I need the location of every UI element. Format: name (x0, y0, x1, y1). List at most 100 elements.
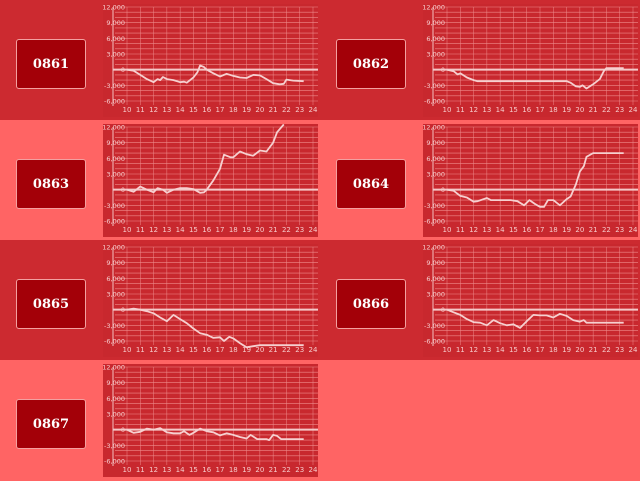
x-tick-label: 13 (482, 346, 491, 354)
x-tick-label: 17 (536, 106, 545, 114)
plot-background (423, 244, 638, 357)
x-tick-label: 10 (443, 226, 452, 234)
x-tick-label: 22 (602, 346, 611, 354)
machine-id-button[interactable]: 0866 (336, 279, 406, 329)
y-tick-label: 0 (121, 66, 125, 74)
machine-id-button[interactable]: 0861 (16, 39, 86, 89)
x-tick-label: 21 (269, 226, 278, 234)
y-tick-label: -6,000 (424, 218, 445, 226)
x-tick-label: 14 (176, 346, 185, 354)
y-tick-label: 9,000 (426, 139, 445, 147)
machine-id-button[interactable]: 0867 (16, 399, 86, 449)
y-tick-label: 9,000 (426, 19, 445, 27)
x-tick-label: 19 (242, 346, 251, 354)
x-tick-label: 19 (242, 106, 251, 114)
x-tick-label: 24 (629, 226, 638, 234)
machine-card: 0867 12,000 9,000 6,000 3,000 0 -3,000 -6,000 10… (0, 360, 320, 481)
x-tick-label: 22 (282, 106, 291, 114)
x-tick-label: 16 (202, 226, 211, 234)
series-line (446, 308, 624, 329)
x-tick-label: 13 (482, 226, 491, 234)
y-tick-label: 12,000 (423, 124, 445, 132)
y-tick-label: 3,000 (106, 411, 125, 419)
x-tick-label: 18 (549, 226, 558, 234)
y-tick-label: -6,000 (104, 218, 125, 226)
y-tick-label: 3,000 (106, 171, 125, 179)
y-tick-label: 9,000 (106, 19, 125, 27)
x-tick-label: 12 (149, 466, 158, 474)
y-tick-label: 9,000 (106, 379, 125, 387)
x-tick-label: 17 (216, 346, 225, 354)
x-tick-label: 19 (562, 346, 571, 354)
x-tick-label: 14 (496, 106, 505, 114)
plot-background (103, 364, 318, 477)
x-tick-label: 18 (229, 226, 238, 234)
y-tick-label: 9,000 (426, 259, 445, 267)
y-tick-label: 6,000 (106, 155, 125, 163)
y-tick-label: -3,000 (424, 322, 445, 330)
x-tick-label: 16 (202, 106, 211, 114)
machine-id-button[interactable]: 0864 (336, 159, 406, 209)
y-tick-label: -3,000 (104, 322, 125, 330)
x-tick-label: 10 (123, 466, 132, 474)
y-tick-label: -3,000 (424, 82, 445, 90)
y-tick-label: 6,000 (426, 275, 445, 283)
x-tick-label: 15 (189, 226, 198, 234)
x-tick-label: 13 (162, 106, 171, 114)
series-line (446, 152, 624, 208)
x-tick-label: 13 (162, 466, 171, 474)
y-tick-label: -6,000 (104, 458, 125, 466)
machine-id-button[interactable]: 0862 (336, 39, 406, 89)
y-tick-label: 0 (441, 186, 445, 194)
x-tick-label: 16 (522, 346, 531, 354)
x-tick-label: 17 (216, 466, 225, 474)
y-tick-label: -6,000 (104, 338, 125, 346)
x-tick-label: 21 (269, 106, 278, 114)
y-tick-label: 0 (121, 186, 125, 194)
plot-background (423, 4, 638, 117)
series-line (446, 67, 624, 90)
x-tick-label: 13 (482, 106, 491, 114)
x-tick-label: 13 (162, 226, 171, 234)
y-tick-label: -3,000 (104, 82, 125, 90)
x-tick-label: 24 (309, 466, 318, 474)
y-tick-label: 6,000 (426, 155, 445, 163)
x-tick-label: 10 (443, 346, 452, 354)
x-tick-label: 19 (562, 226, 571, 234)
x-tick-label: 14 (496, 226, 505, 234)
x-tick-label: 10 (123, 346, 132, 354)
machine-card: 0861 12,000 9,000 6,000 3,000 0 -3,000 -6,000 10… (0, 0, 320, 120)
x-tick-label: 15 (189, 106, 198, 114)
machine-card: 0865 12,000 9,000 6,000 3,000 0 -3,000 -6,000 10… (0, 240, 320, 360)
x-tick-label: 11 (456, 106, 465, 114)
y-tick-label: 0 (441, 306, 445, 314)
x-tick-label: 12 (469, 226, 478, 234)
x-tick-label: 23 (615, 226, 624, 234)
x-tick-label: 10 (443, 106, 452, 114)
y-tick-label: 3,000 (106, 51, 125, 59)
y-tick-label: 0 (441, 66, 445, 74)
machine-id-button[interactable]: 0865 (16, 279, 86, 329)
x-tick-label: 15 (509, 346, 518, 354)
plot-background (103, 4, 318, 117)
machine-id-button[interactable]: 0863 (16, 159, 86, 209)
x-tick-label: 15 (189, 346, 198, 354)
x-tick-label: 16 (202, 346, 211, 354)
x-tick-label: 17 (216, 226, 225, 234)
y-tick-label: 12,000 (103, 4, 125, 12)
y-tick-label: 6,000 (106, 395, 125, 403)
x-tick-label: 23 (615, 106, 624, 114)
plot-background (103, 124, 318, 237)
y-tick-label: 12,000 (103, 244, 125, 252)
y-tick-label: -6,000 (424, 98, 445, 106)
x-tick-label: 22 (602, 106, 611, 114)
y-tick-label: 0 (121, 426, 125, 434)
x-tick-label: 23 (295, 346, 304, 354)
y-tick-label: -6,000 (104, 98, 125, 106)
plot-background (103, 244, 318, 357)
plot-background (423, 124, 638, 237)
